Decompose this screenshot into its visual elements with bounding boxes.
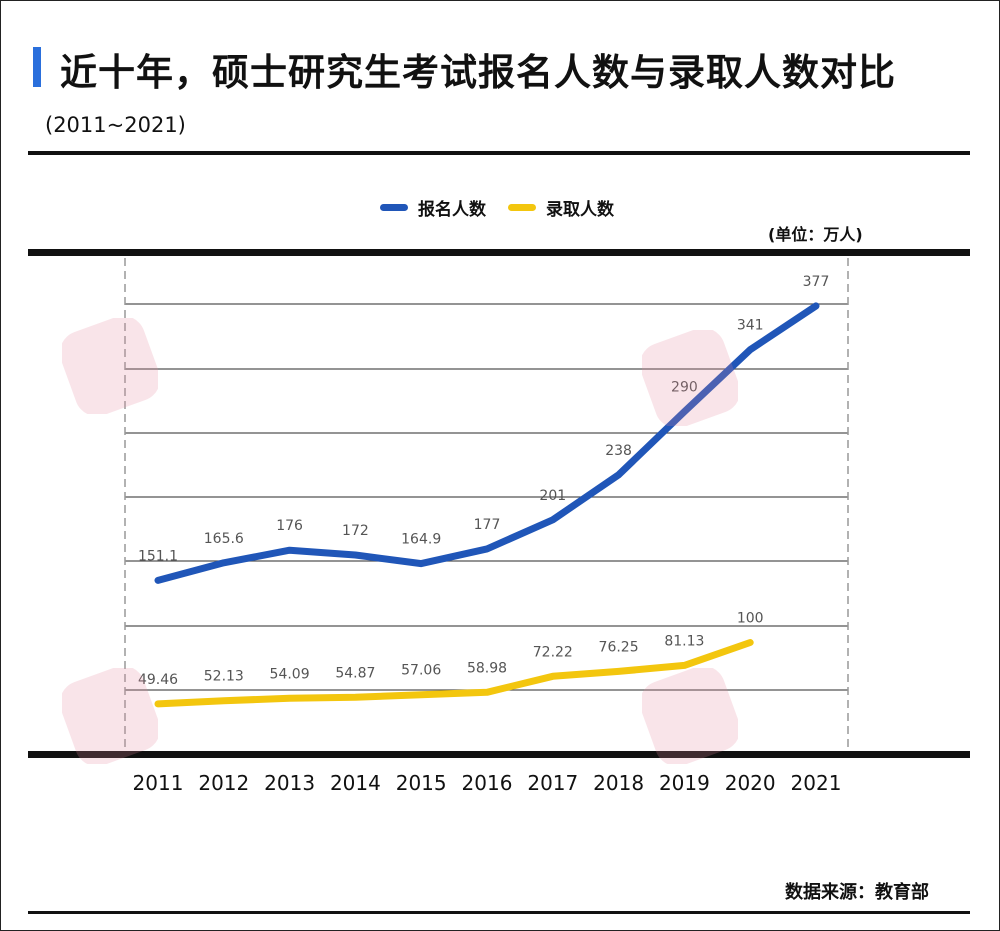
top-rule (28, 151, 970, 155)
data-point (485, 546, 489, 551)
data-point (353, 553, 358, 558)
series-line-admitted (154, 639, 754, 708)
x-tick-label: 2013 (264, 771, 315, 795)
data-label: 54.09 (270, 666, 310, 682)
data-label: 151.1 (138, 548, 178, 564)
plot-top-bar (28, 249, 970, 256)
chart-subtitle: (2011~2021) (45, 113, 186, 137)
grid-layer (28, 249, 970, 758)
x-tick-label: 2012 (198, 771, 249, 795)
data-label: 172 (342, 523, 369, 539)
data-label: 52.13 (204, 669, 244, 685)
data-label: 72.22 (533, 644, 573, 660)
bottom-rule (28, 911, 970, 914)
data-label: 290 (671, 380, 698, 396)
legend-swatch-admitted (508, 204, 536, 211)
unit-note: (单位：万人) (768, 225, 863, 244)
title-accent-bar (33, 47, 41, 87)
data-point (550, 674, 555, 679)
data-point (550, 517, 555, 522)
data-point (419, 692, 424, 697)
legend-label-admitted: 录取人数 (546, 200, 614, 220)
data-point (485, 690, 489, 695)
watermark-logo-icon (642, 668, 738, 764)
data-label: 100 (737, 611, 764, 627)
data-point (682, 663, 687, 668)
x-tick-label: 2015 (396, 771, 447, 795)
data-label: 165.6 (204, 531, 244, 547)
x-axis: 2011 2012 2013 2014 2015 2016 2017 2018 2019 2020… (133, 771, 842, 795)
data-point (221, 698, 226, 703)
watermark-logo-icon (642, 330, 738, 426)
x-tick-label: 2017 (527, 771, 578, 795)
data-label: 57.06 (401, 663, 441, 679)
legend-swatch-applicants (380, 204, 408, 211)
data-point (616, 669, 621, 674)
x-tick-label: 2019 (659, 771, 710, 795)
x-tick-label: 2018 (593, 771, 644, 795)
data-point (156, 701, 160, 706)
data-label: 176 (276, 518, 303, 534)
data-point (616, 472, 621, 477)
x-tick-label: 2021 (791, 771, 842, 795)
legend-item-applicants: 报名人数 (380, 195, 486, 220)
data-label: 49.46 (138, 672, 178, 688)
data-point (353, 695, 358, 700)
data-point (682, 409, 687, 414)
watermark-logo-icon (62, 318, 158, 414)
legend-label-applicants: 报名人数 (418, 200, 486, 220)
data-label: 164.9 (401, 532, 441, 548)
data-label: 81.13 (664, 633, 704, 649)
data-source-note: 数据来源：教育部 (785, 882, 929, 903)
watermark-logo-icon (62, 668, 158, 764)
data-point (814, 303, 818, 308)
x-tick-label: 2020 (725, 771, 776, 795)
data-point (748, 347, 753, 352)
data-label: 58.98 (467, 660, 507, 676)
data-point (748, 640, 753, 645)
data-label: 54.87 (335, 665, 375, 681)
data-point (156, 578, 160, 583)
x-tick-label: 2011 (133, 771, 184, 795)
chart-title: 近十年，硕士研究生考试报名人数与录取人数对比 (60, 51, 896, 94)
data-point (419, 561, 424, 566)
series-layer (154, 302, 820, 708)
data-label: 201 (539, 488, 566, 504)
data-point (287, 548, 292, 553)
data-label-layer: 151.1 165.6 176 172 164.9 177 201 238 290 341 377 4… (138, 274, 829, 688)
data-label: 341 (737, 318, 764, 334)
data-label: 238 (605, 443, 632, 459)
data-label: 377 (803, 274, 830, 290)
x-tick-label: 2014 (330, 771, 381, 795)
plot-bottom-bar (28, 751, 970, 758)
legend-item-admitted: 录取人数 (508, 195, 614, 220)
data-label: 177 (474, 517, 501, 533)
data-label: 76.25 (599, 639, 639, 655)
data-point (221, 560, 226, 565)
chart-legend: 报名人数 录取人数 (380, 195, 614, 220)
data-point (287, 696, 292, 701)
x-tick-label: 2016 (462, 771, 513, 795)
